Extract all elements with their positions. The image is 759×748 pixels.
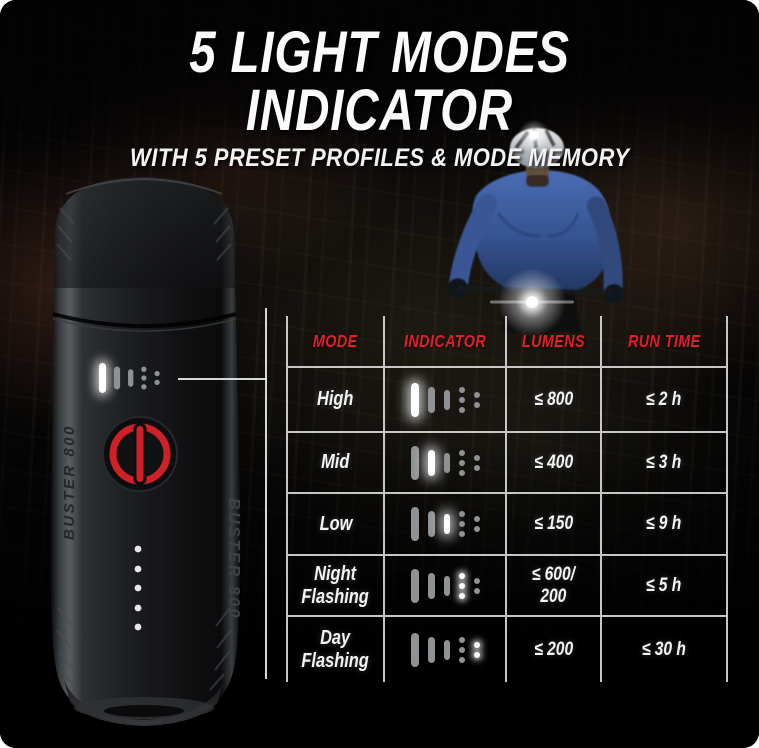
led-dots-triple: [458, 511, 465, 537]
product-led-panel: [99, 363, 160, 393]
lumens-cell: ≤ 200: [507, 617, 602, 682]
led-bar-large: [410, 382, 419, 417]
mode-cell-label: Mid: [321, 451, 350, 474]
mode-table: MODE INDICATOR LUMENS RUN TIME High ≤ 800 ≤ 2…: [286, 316, 728, 682]
mode-cell-label: Day Flashing: [301, 627, 370, 672]
led-dots-double: [473, 391, 480, 408]
column-header-label: MODE: [313, 330, 358, 351]
led-indicator: [99, 363, 160, 393]
led-indicator: [410, 568, 480, 603]
led-bar-small: [128, 369, 134, 387]
led-bar-medium: [427, 636, 435, 663]
runtime-cell: ≤ 9 h: [602, 494, 728, 556]
lumens-cell: ≤ 600/ 200: [507, 556, 602, 617]
column-header-label: RUN TIME: [627, 330, 701, 351]
indicator-cell: [385, 556, 507, 617]
product-name-right: BUSTER 800: [225, 498, 242, 620]
led-bar-large: [99, 363, 107, 393]
led-dots-double: [473, 641, 480, 658]
led-bar-medium: [113, 366, 121, 390]
lumens-cell-label: ≤ 600/ 200: [531, 564, 576, 607]
mode-cell: High: [286, 368, 385, 433]
table-row: High ≤ 800 ≤ 2 h: [286, 368, 728, 433]
runtime-cell: ≤ 2 h: [602, 368, 728, 433]
led-indicator: [410, 632, 480, 667]
mode-cell: Low: [286, 494, 385, 556]
led-bar-medium: [427, 572, 435, 599]
indicator-cell: [385, 433, 507, 494]
led-bar-large: [410, 507, 419, 541]
led-bar-large: [410, 632, 419, 667]
runtime-cell-label: ≤ 30 h: [641, 638, 687, 660]
led-dots-triple: [458, 636, 465, 663]
led-dots-triple: [458, 386, 465, 413]
lumens-cell: ≤ 150: [507, 494, 602, 556]
led-bar-small: [443, 639, 450, 660]
column-header: RUN TIME: [602, 316, 728, 368]
column-header-label: INDICATOR: [403, 330, 487, 351]
led-bar-small: [443, 389, 450, 410]
led-bar-medium: [427, 386, 435, 413]
mode-cell: Day Flashing: [286, 617, 385, 682]
led-bar-large: [410, 568, 419, 603]
callout-line-vertical: [265, 308, 267, 679]
title-block: 5 LIGHT MODES INDICATOR WITH 5 PRESET PR…: [0, 24, 759, 171]
lumens-cell-label: ≤ 150: [534, 513, 573, 535]
led-bar-small: [443, 514, 450, 534]
runtime-cell: ≤ 5 h: [602, 556, 728, 617]
table-row: Low ≤ 150 ≤ 9 h: [286, 494, 728, 556]
runtime-cell-label: ≤ 3 h: [646, 451, 682, 473]
table-row: Night Flashing ≤ 600/ 200 ≤ 5 h: [286, 556, 728, 617]
led-indicator: [410, 507, 480, 541]
led-bar-medium: [427, 449, 435, 476]
led-dots-double: [473, 454, 480, 471]
product-name-left: BUSTER 800: [61, 424, 78, 540]
runtime-cell-label: ≤ 5 h: [646, 574, 682, 596]
led-bar-small: [443, 452, 450, 473]
led-indicator: [410, 445, 480, 480]
runtime-cell: ≤ 3 h: [602, 433, 728, 494]
led-dots-double: [473, 516, 480, 532]
mode-cell: Night Flashing: [286, 556, 385, 617]
led-bar-small: [443, 575, 450, 596]
led-dots-triple: [141, 366, 147, 390]
runtime-cell: ≤ 30 h: [602, 617, 728, 682]
lumens-cell-label: ≤ 200: [534, 638, 573, 660]
table-header-row: MODE INDICATOR LUMENS RUN TIME: [286, 316, 728, 368]
indicator-cell: [385, 368, 507, 433]
led-dots-triple: [458, 449, 465, 476]
mode-cell-label: High: [317, 388, 354, 411]
lumens-cell-label: ≤ 400: [534, 451, 573, 473]
table-row: Mid ≤ 400 ≤ 3 h: [286, 433, 728, 494]
table-row: Day Flashing ≤ 200 ≤ 30 h: [286, 617, 728, 682]
lumens-cell: ≤ 800: [507, 368, 602, 433]
mode-cell: Mid: [286, 433, 385, 494]
bike-light-product: BUSTER 800 BUSTER 800: [50, 177, 242, 726]
led-dots-triple: [458, 572, 465, 599]
runtime-cell-label: ≤ 2 h: [646, 388, 682, 410]
led-dots-double: [473, 577, 480, 594]
column-header: INDICATOR: [385, 316, 507, 368]
page-subtitle: WITH 5 PRESET PROFILES & MODE MEMORY: [129, 144, 630, 172]
power-button[interactable]: [102, 416, 178, 492]
column-header: MODE: [286, 316, 385, 368]
column-header: LUMENS: [507, 316, 602, 368]
page-title: 5 LIGHT MODES INDICATOR: [189, 20, 570, 143]
runtime-cell-label: ≤ 9 h: [646, 513, 682, 535]
lumens-cell-label: ≤ 800: [534, 388, 573, 410]
callout-line-horizontal: [178, 378, 267, 380]
led-bar-medium: [427, 511, 435, 537]
mode-cell-label: Low: [319, 512, 352, 535]
indicator-cell: [385, 617, 507, 682]
led-indicator: [410, 382, 480, 417]
mode-cell-label: Night Flashing: [301, 563, 370, 608]
lumens-cell: ≤ 400: [507, 433, 602, 494]
led-bar-large: [410, 445, 419, 480]
column-header-label: LUMENS: [521, 330, 586, 351]
led-dots-double: [154, 370, 160, 386]
indicator-cell: [385, 494, 507, 556]
